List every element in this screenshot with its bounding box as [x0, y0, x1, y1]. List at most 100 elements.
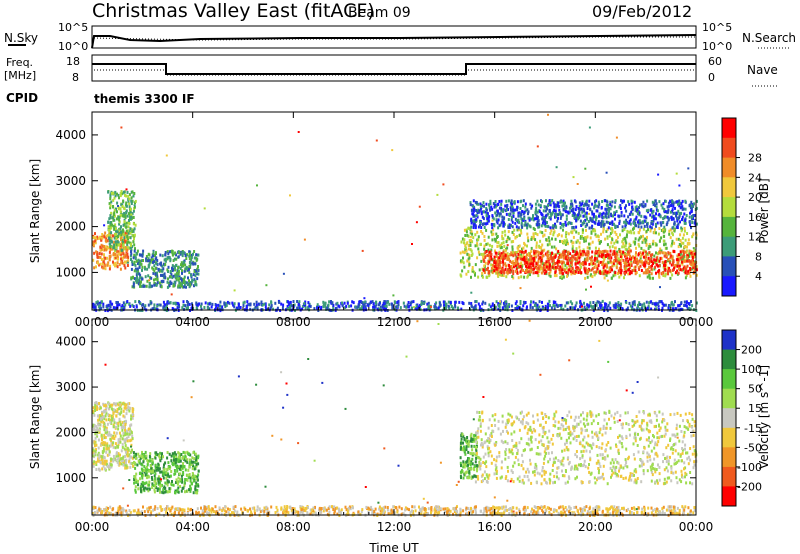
data-cell — [672, 217, 675, 221]
data-cell — [507, 255, 510, 258]
data-cell — [94, 404, 97, 408]
data-cell — [113, 240, 116, 244]
data-cell — [601, 299, 604, 303]
data-cell — [512, 240, 515, 243]
data-cell — [124, 444, 127, 448]
data-cell — [683, 229, 686, 233]
data-cell — [272, 307, 275, 311]
data-cell — [332, 305, 335, 309]
data-cell — [589, 262, 592, 265]
data-cell — [479, 207, 482, 211]
data-cell — [507, 235, 510, 239]
data-cell — [175, 263, 178, 267]
data-cell — [594, 218, 597, 222]
data-cell — [643, 264, 646, 268]
data-cell — [391, 306, 394, 310]
data-cell — [139, 259, 142, 263]
data-cell — [114, 442, 117, 446]
data-cell — [671, 255, 674, 259]
data-cell — [495, 254, 498, 258]
data-cell — [152, 271, 155, 275]
data-cell — [521, 257, 524, 261]
data-cell — [603, 276, 606, 280]
data-cell — [108, 233, 111, 237]
data-cell — [490, 269, 493, 273]
data-cell — [117, 442, 120, 446]
data-cell — [642, 205, 645, 209]
data-cell — [541, 221, 544, 225]
data-cell — [112, 306, 115, 310]
data-cell — [632, 240, 635, 244]
data-cell — [530, 206, 533, 210]
data-cell — [564, 268, 567, 272]
data-cell — [177, 272, 180, 275]
data-cell — [631, 305, 634, 309]
data-cell — [110, 239, 113, 243]
data-cell — [543, 248, 546, 252]
data-cell — [125, 188, 128, 191]
data-cell — [647, 256, 650, 260]
data-cell — [459, 251, 462, 255]
data-cell — [498, 304, 500, 307]
data-cell — [173, 257, 176, 261]
data-cell — [168, 281, 171, 285]
data-cell — [530, 217, 533, 221]
data-cell — [579, 262, 582, 266]
data-cell — [652, 203, 655, 206]
data-cell — [141, 265, 144, 269]
data-cell — [603, 264, 606, 268]
data-cell — [638, 268, 641, 271]
data-cell — [508, 263, 510, 267]
data-cell — [610, 256, 613, 260]
data-cell — [402, 301, 405, 305]
data-cell — [97, 305, 100, 308]
data-cell — [171, 251, 174, 255]
data-cell — [584, 239, 587, 243]
data-cell — [631, 269, 634, 273]
data-cell — [537, 307, 540, 311]
data-cell — [463, 265, 466, 269]
data-cell — [515, 255, 518, 259]
data-cell — [655, 231, 657, 235]
data-cell — [628, 272, 631, 276]
data-cell — [517, 214, 520, 218]
data-cell — [691, 261, 694, 265]
data-cell — [132, 216, 135, 219]
data-cell — [282, 303, 285, 307]
data-cell — [547, 204, 549, 207]
data-cell — [489, 305, 492, 309]
data-cell — [562, 223, 565, 226]
data-cell — [687, 238, 690, 242]
data-cell — [653, 231, 656, 235]
data-cell — [442, 183, 445, 186]
data-cell — [582, 252, 585, 256]
data-cell — [122, 458, 125, 462]
data-cell — [481, 271, 484, 275]
data-cell — [596, 250, 599, 254]
data-cell — [561, 268, 564, 272]
data-cell — [308, 304, 311, 308]
data-cell — [628, 267, 631, 271]
data-cell — [590, 268, 593, 272]
data-cell — [655, 202, 658, 206]
data-cell — [291, 304, 294, 308]
data-cell — [94, 450, 97, 454]
data-cell — [109, 264, 112, 268]
data-cell — [481, 231, 484, 235]
data-cell — [117, 438, 120, 442]
data-cell — [667, 204, 670, 208]
data-cell — [117, 452, 120, 456]
data-cell — [103, 443, 106, 447]
data-cell — [117, 193, 120, 197]
data-cell — [576, 256, 579, 260]
data-cell — [683, 304, 686, 307]
data-cell — [261, 303, 264, 307]
data-cell — [418, 205, 421, 208]
data-cell — [195, 253, 198, 257]
data-cell — [573, 307, 576, 310]
data-cell — [522, 269, 525, 272]
data-cell — [124, 240, 127, 244]
data-cell — [676, 263, 679, 267]
data-cell — [557, 256, 560, 259]
data-cell — [520, 228, 522, 232]
